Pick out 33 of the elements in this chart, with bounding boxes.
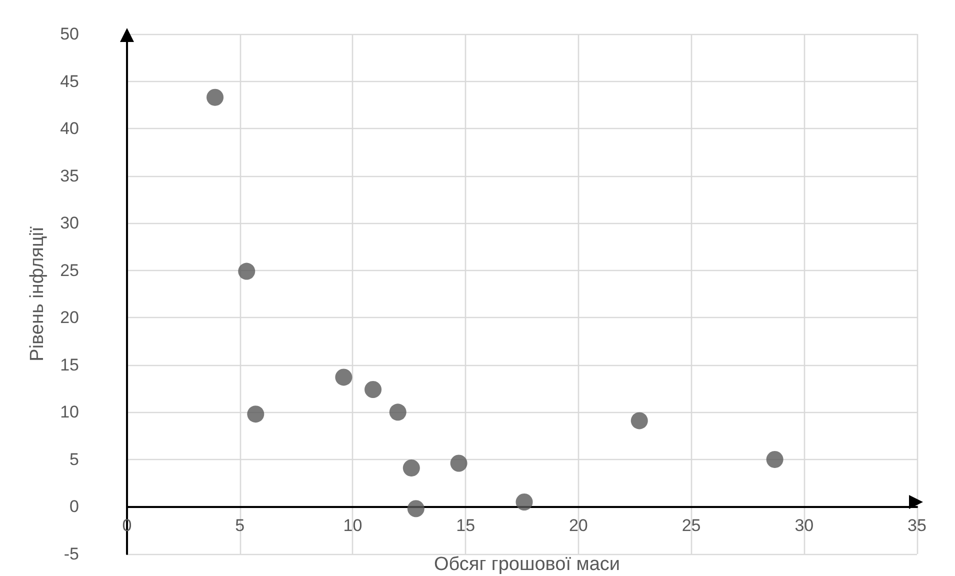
point — [630, 412, 648, 430]
y-axis-title: Рівень інфляції — [27, 226, 48, 362]
point — [402, 459, 420, 476]
y-tick-label: 15 — [60, 355, 79, 374]
y-tick-label: 50 — [60, 24, 79, 44]
point — [516, 494, 533, 510]
point — [238, 262, 256, 280]
point — [766, 450, 784, 468]
point — [407, 500, 424, 518]
x-axis-title: Обсяг грошової маси — [434, 554, 620, 575]
point — [206, 88, 224, 106]
x-tick-label: 10 — [343, 516, 362, 536]
y-tick-label: -5 — [64, 544, 79, 564]
point — [389, 404, 406, 421]
x-tick-label: 25 — [682, 516, 701, 536]
x-tick-label: 35 — [908, 516, 926, 536]
point — [450, 454, 468, 472]
y-tick-label: 10 — [60, 402, 79, 422]
x-tick-label: 30 — [794, 516, 814, 536]
y-tick-label: 40 — [60, 119, 79, 138]
y-tick-label: 5 — [70, 450, 79, 469]
y-tick-label: 0 — [70, 497, 79, 516]
y-tick-label: 35 — [60, 166, 79, 186]
y-tick-label: 30 — [60, 214, 79, 233]
y-tick-label: 25 — [60, 260, 79, 280]
x-tick-label: 15 — [456, 516, 476, 536]
x-tick-label: 20 — [568, 516, 588, 536]
y-tick-label: 45 — [60, 72, 79, 91]
point — [364, 380, 382, 398]
y-tick-label: 20 — [60, 308, 79, 328]
x-tick-label: 5 — [235, 516, 245, 536]
point — [335, 368, 352, 386]
point — [247, 406, 264, 423]
